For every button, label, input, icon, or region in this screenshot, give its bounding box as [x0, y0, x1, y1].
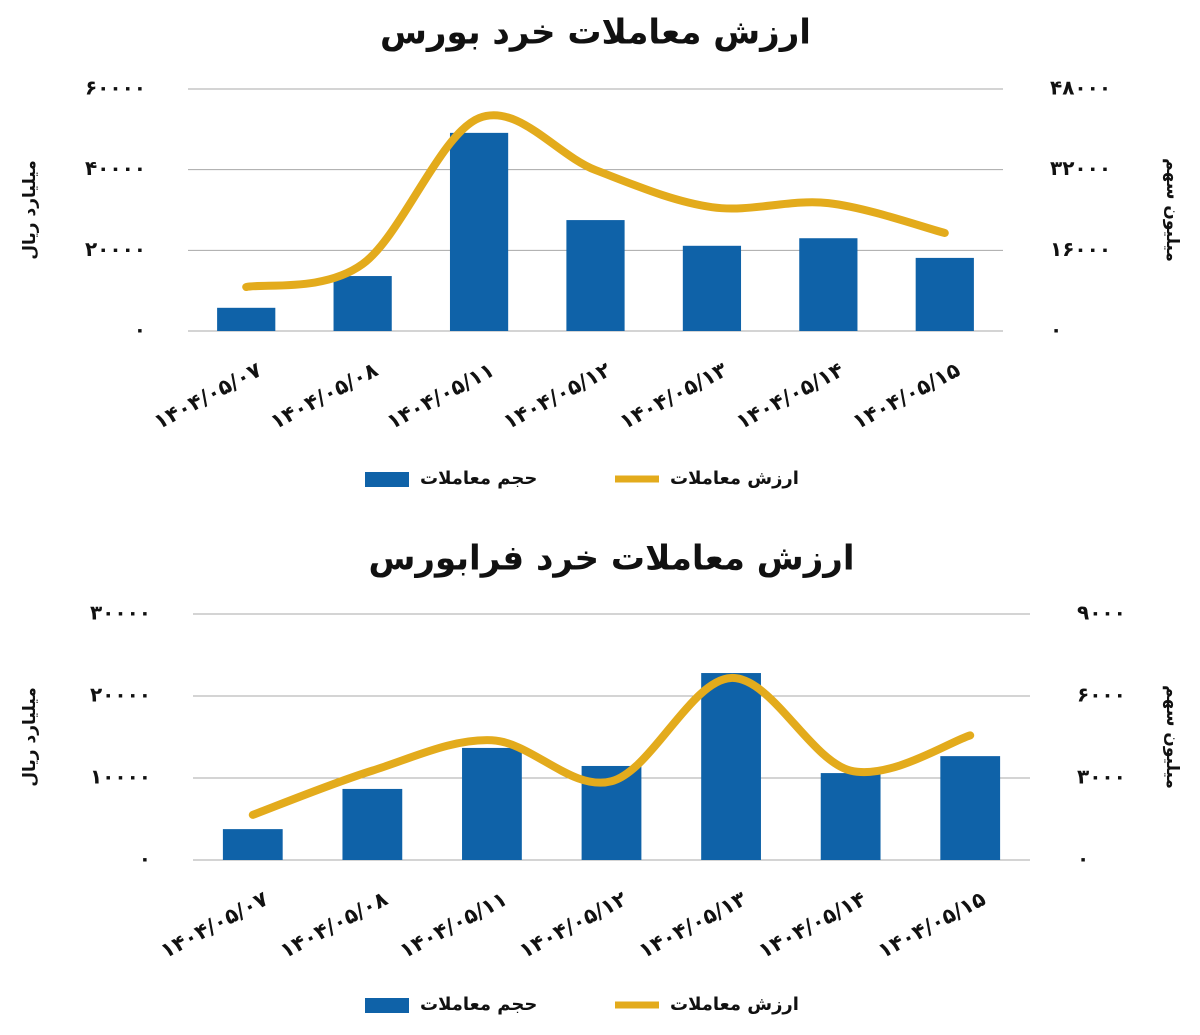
x-tick-label: ۱۴۰۴/۰۵/۱۳ — [635, 886, 751, 963]
y-tick-label: ۰ — [139, 847, 151, 871]
bar — [222, 829, 283, 860]
bar — [820, 773, 881, 860]
y-tick-label: ۲۰۰۰۰ — [90, 683, 151, 707]
legend-label: ارزش معاملات — [670, 994, 799, 1015]
x-tick-label: ۱۴۰۴/۰۵/۰۸ — [266, 357, 382, 434]
y2-tick-label: ۳۰۰۰ — [1077, 765, 1126, 789]
legend-label: حجم معاملات — [420, 468, 537, 489]
bar — [799, 238, 858, 331]
bar — [449, 132, 509, 331]
y2-tick-label: ۰ — [1050, 318, 1062, 342]
bar — [940, 756, 1001, 860]
y2-tick-label: ۹۰۰۰ — [1077, 601, 1126, 625]
x-tick-label: ۱۴۰۴/۰۵/۱۴ — [754, 886, 870, 963]
x-tick-label: ۱۴۰۴/۰۵/۱۱ — [383, 358, 498, 435]
y2-tick-label: ۴۸۰۰۰ — [1050, 76, 1111, 100]
x-tick-label: ۱۴۰۴/۰۵/۱۲ — [499, 357, 615, 434]
y-axis-title: میلیارد ریال — [20, 687, 40, 786]
bar — [462, 747, 522, 860]
line — [242, 111, 949, 292]
x-tick-label: ۱۴۰۴/۰۵/۱۲ — [515, 886, 631, 963]
x-tick-label: ۱۴۰۴/۰۵/۰۷ — [150, 357, 266, 434]
x-tick-label: ۱۴۰۴/۰۵/۰۷ — [157, 886, 273, 963]
y-tick-label: ۴۰۰۰۰ — [85, 156, 146, 180]
x-tick-label: ۱۴۰۴/۰۵/۱۳ — [616, 357, 732, 434]
bar — [333, 276, 392, 331]
y2-tick-label: ۱۶۰۰۰ — [1050, 237, 1111, 261]
y-tick-label: ۳۰۰۰۰ — [90, 601, 151, 625]
legend-swatch — [365, 998, 409, 1013]
legend-swatch — [365, 472, 409, 487]
bar — [701, 673, 761, 860]
y2-tick-label: ۶۰۰۰ — [1077, 683, 1126, 707]
x-tick-label: ۱۴۰۴/۰۵/۱۱ — [396, 887, 511, 964]
bar — [915, 257, 974, 331]
line — [248, 673, 975, 819]
y-tick-label: ۲۰۰۰۰ — [85, 237, 146, 261]
bar — [217, 307, 276, 331]
bar — [566, 220, 625, 331]
bar — [342, 788, 403, 860]
y-axis-title: میلیارد ریال — [20, 160, 40, 259]
bar — [682, 245, 742, 331]
legend-label: ارزش معاملات — [670, 468, 799, 489]
y-tick-label: ۰ — [134, 318, 146, 342]
chart-title: ارزش معاملات خرد بورس — [380, 13, 811, 53]
y-tick-label: ۶۰۰۰۰ — [85, 76, 146, 100]
y2-axis-title: میلیون سهم — [1162, 158, 1182, 262]
y-tick-label: ۱۰۰۰۰ — [90, 765, 151, 789]
x-tick-label: ۱۴۰۴/۰۵/۱۵ — [874, 886, 990, 963]
y2-tick-label: ۳۲۰۰۰ — [1050, 156, 1111, 180]
x-tick-label: ۱۴۰۴/۰۵/۱۴ — [732, 357, 848, 434]
legend-label: حجم معاملات — [420, 994, 537, 1015]
y2-axis-title: میلیون سهم — [1162, 685, 1182, 789]
chart-title: ارزش معاملات خرد فرابورس — [368, 539, 854, 579]
y2-tick-label: ۰ — [1077, 847, 1089, 871]
x-tick-label: ۱۴۰۴/۰۵/۰۸ — [276, 886, 392, 963]
x-tick-label: ۱۴۰۴/۰۵/۱۵ — [849, 357, 965, 434]
